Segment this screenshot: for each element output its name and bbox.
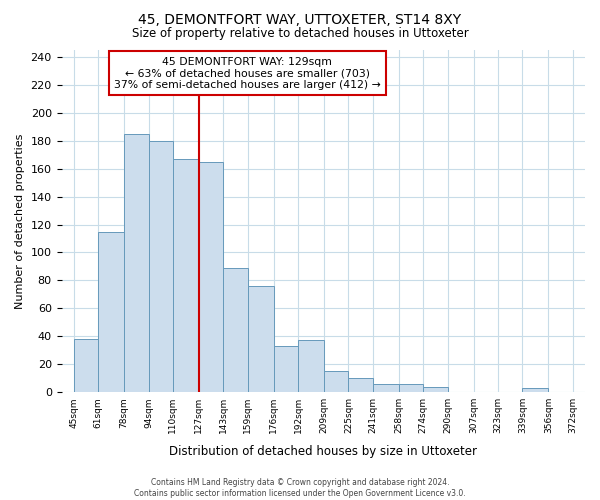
Y-axis label: Number of detached properties: Number of detached properties (15, 134, 25, 309)
Bar (349, 378, 373, 392)
Bar (199, 162, 223, 392)
Bar (523, 388, 548, 392)
X-axis label: Distribution of detached houses by size in Uttoxeter: Distribution of detached houses by size … (169, 444, 477, 458)
Bar (149, 141, 173, 392)
Bar (74, 339, 98, 392)
Bar (98, 232, 124, 392)
Text: 45, DEMONTFORT WAY, UTTOXETER, ST14 8XY: 45, DEMONTFORT WAY, UTTOXETER, ST14 8XY (139, 12, 461, 26)
Bar (223, 268, 248, 392)
Text: Size of property relative to detached houses in Uttoxeter: Size of property relative to detached ho… (131, 28, 469, 40)
Bar (248, 286, 274, 392)
Text: Contains HM Land Registry data © Crown copyright and database right 2024.
Contai: Contains HM Land Registry data © Crown c… (134, 478, 466, 498)
Bar (274, 346, 298, 392)
Bar (423, 386, 448, 392)
Bar (173, 159, 199, 392)
Text: 45 DEMONTFORT WAY: 129sqm
← 63% of detached houses are smaller (703)
37% of semi: 45 DEMONTFORT WAY: 129sqm ← 63% of detac… (114, 57, 381, 90)
Bar (298, 340, 324, 392)
Bar (324, 371, 349, 392)
Bar (373, 384, 399, 392)
Bar (399, 384, 423, 392)
Bar (124, 134, 149, 392)
